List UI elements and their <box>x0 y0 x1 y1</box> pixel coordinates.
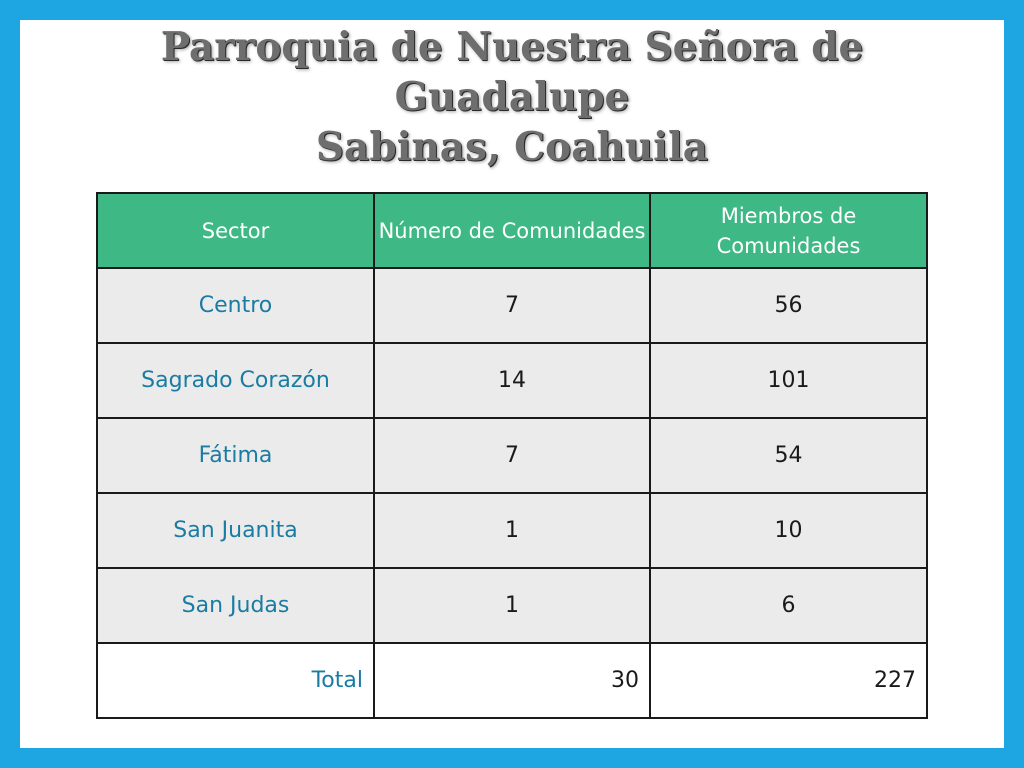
comunidades-cell: 1 <box>373 492 651 569</box>
header-num-comunidades: Número de Comunidades <box>373 192 651 269</box>
table-row: San Juanita 1 10 <box>96 492 928 569</box>
total-miembros: 227 <box>649 642 928 719</box>
comunidades-cell: 14 <box>373 342 651 419</box>
header-sector: Sector <box>96 192 375 269</box>
title-line-3: Sabinas, Coahuila <box>315 124 709 170</box>
total-row: Total 30 227 <box>96 642 928 719</box>
sector-cell: Sagrado Corazón <box>96 342 375 419</box>
comunidades-cell: 1 <box>373 567 651 644</box>
table-row: Sagrado Corazón 14 101 <box>96 342 928 419</box>
miembros-cell: 10 <box>649 492 928 569</box>
sector-cell: San Juanita <box>96 492 375 569</box>
sector-cell: Centro <box>96 267 375 344</box>
title-line-1: Parroquia de Nuestra Señora de <box>160 24 864 70</box>
total-label: Total <box>96 642 375 719</box>
title-line-2: Guadalupe <box>394 74 630 120</box>
comunidades-cell: 7 <box>373 417 651 494</box>
sector-cell: Fátima <box>96 417 375 494</box>
miembros-cell: 101 <box>649 342 928 419</box>
table-row: Centro 7 56 <box>96 267 928 344</box>
header-miembros-comunidades: Miembros de Comunidades <box>649 192 928 269</box>
communities-table: Sector Número de Comunidades Miembros de… <box>96 192 928 719</box>
slide: Parroquia de Nuestra Señora de Guadalupe… <box>20 20 1004 748</box>
miembros-cell: 6 <box>649 567 928 644</box>
table-header-row: Sector Número de Comunidades Miembros de… <box>96 192 928 269</box>
table-row: San Judas 1 6 <box>96 567 928 644</box>
total-comunidades: 30 <box>373 642 651 719</box>
slide-title: Parroquia de Nuestra Señora de Guadalupe… <box>20 22 1004 172</box>
miembros-cell: 54 <box>649 417 928 494</box>
table-row: Fátima 7 54 <box>96 417 928 494</box>
miembros-cell: 56 <box>649 267 928 344</box>
comunidades-cell: 7 <box>373 267 651 344</box>
sector-cell: San Judas <box>96 567 375 644</box>
